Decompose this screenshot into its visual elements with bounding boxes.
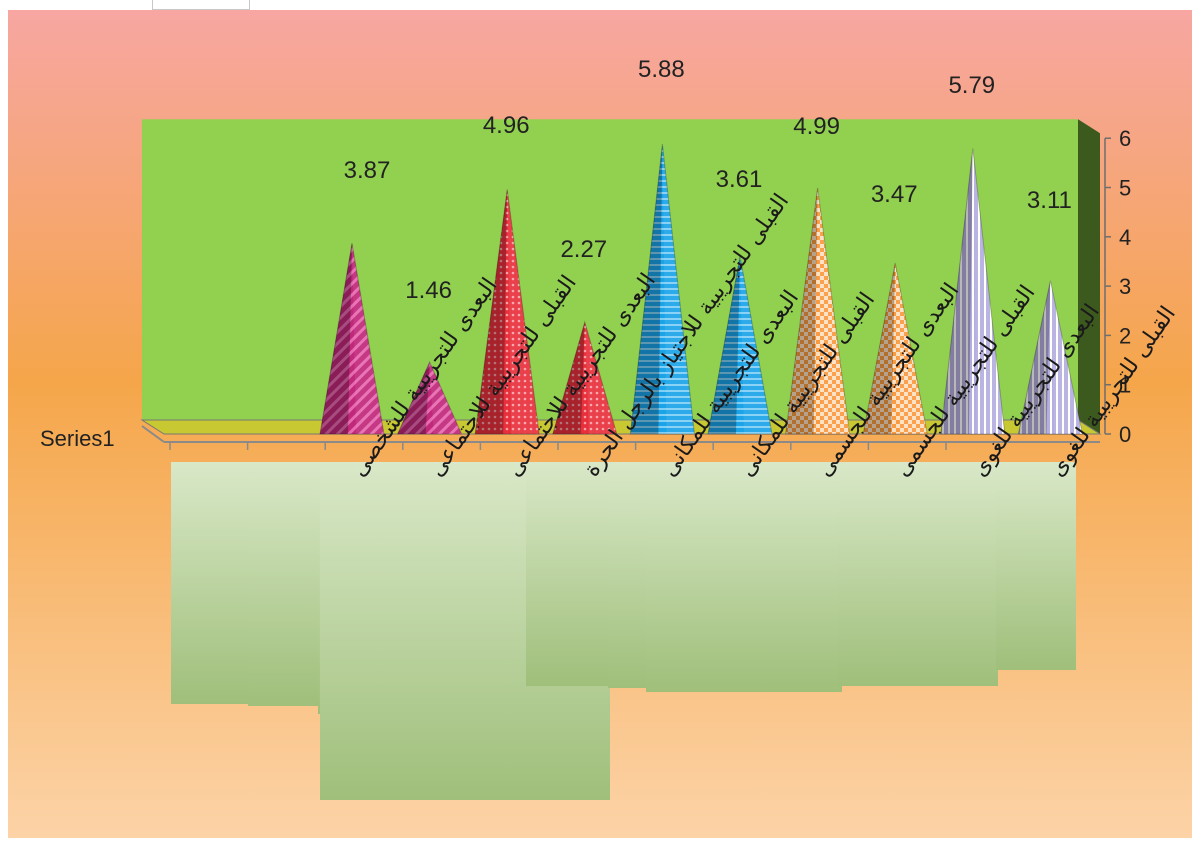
data-label: 3.11 (1027, 187, 1072, 214)
pyramid-shade (397, 362, 430, 434)
pyramid-shade (630, 144, 663, 434)
pyramid-highlight (1050, 280, 1083, 434)
pyramid-highlight (429, 362, 462, 434)
base-edge-left (141, 425, 165, 443)
back-wall (142, 119, 1078, 420)
y-tick-label: 5 (1119, 176, 1131, 201)
data-label: 4.96 (483, 112, 530, 139)
pyramid-shade (940, 148, 973, 435)
pyramid (474, 189, 540, 435)
y-tick-label: 2 (1119, 323, 1131, 348)
category-label-box (996, 462, 1076, 670)
pyramid-highlight (972, 148, 1005, 435)
category-label-box (526, 462, 610, 686)
pyramid-highlight (507, 189, 540, 434)
pyramid-shade (1018, 280, 1051, 434)
data-label: 1.46 (405, 277, 452, 304)
data-label: 2.27 (560, 236, 607, 263)
pyramid-highlight (584, 322, 617, 434)
pyramid-front-face (707, 255, 773, 435)
data-label: 5.88 (638, 56, 685, 83)
pyramid-highlight (895, 262, 928, 434)
category-label-box (248, 462, 326, 706)
pyramid-shade (708, 256, 740, 434)
pyramid-shade (863, 262, 896, 434)
pyramid-highlight (352, 243, 384, 434)
series-label: Series1 (40, 426, 115, 451)
pyramid (396, 360, 463, 435)
side-wall (1078, 119, 1100, 434)
pyramid-highlight (740, 256, 772, 434)
pyramid (319, 243, 385, 435)
pyramid-front-face (319, 243, 385, 435)
pyramid (707, 255, 773, 435)
pyramid-front-face (940, 148, 1006, 435)
pyramid (785, 187, 851, 435)
data-label: 3.47 (871, 181, 918, 208)
y-tick-label: 3 (1119, 274, 1131, 299)
pyramid-shade (320, 243, 352, 434)
y-tick-label: 1 (1119, 373, 1131, 398)
pyramid-shade (552, 322, 585, 434)
pyramid-front-face (1017, 280, 1084, 435)
data-label: 5.79 (948, 72, 995, 99)
pyramid-front-face (785, 187, 851, 435)
data-label: 3.61 (716, 166, 763, 193)
data-label: 3.87 (344, 157, 391, 184)
y-tick-label: 4 (1119, 225, 1131, 250)
pyramid (629, 144, 695, 435)
tab-stub (152, 0, 250, 10)
pyramid-shade (475, 189, 508, 434)
pyramid (940, 148, 1006, 435)
data-label: 4.99 (793, 113, 840, 140)
y-tick-label: 0 (1119, 422, 1131, 447)
category-label-box (838, 462, 998, 686)
category-label-box (646, 462, 842, 692)
pyramid-front-face (552, 320, 618, 435)
pyramid-front-face (396, 360, 463, 435)
pyramid-front-face (862, 262, 928, 435)
pyramid (1017, 280, 1084, 435)
y-tick-label: 6 (1119, 126, 1131, 151)
pyramid (862, 262, 928, 435)
pyramid-highlight (662, 144, 695, 434)
pyramid-front-face (629, 144, 695, 435)
pyramid-front-face (474, 189, 540, 435)
pyramid-shade (785, 187, 818, 434)
pyramid-highlight (817, 187, 850, 434)
pyramid (552, 320, 618, 435)
